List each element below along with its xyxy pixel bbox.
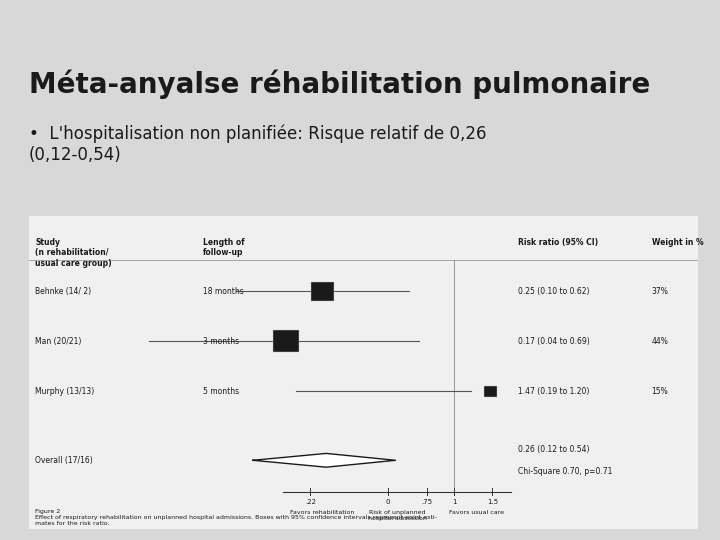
Text: 18 months: 18 months <box>203 287 243 296</box>
Text: 0.17 (0.04 to 0.69): 0.17 (0.04 to 0.69) <box>518 337 590 346</box>
Text: Man (20/21): Man (20/21) <box>35 337 82 346</box>
Bar <box>273 330 299 352</box>
Text: Overall (17/16): Overall (17/16) <box>35 456 94 465</box>
Text: 15%: 15% <box>652 387 668 396</box>
Bar <box>484 386 498 397</box>
Text: •  L'hospitalisation non planifiée: Risque relatif de 0,26
(0,12-0,54): • L'hospitalisation non planifiée: Risqu… <box>29 124 486 164</box>
Text: .75: .75 <box>421 500 432 505</box>
Text: Study
(n rehabilitation/
usual care group): Study (n rehabilitation/ usual care grou… <box>35 238 112 268</box>
Text: Length of
follow-up: Length of follow-up <box>203 238 245 258</box>
Text: 44%: 44% <box>652 337 668 346</box>
Text: Risk of unplanned
hospital admission: Risk of unplanned hospital admission <box>368 510 426 521</box>
Text: 37%: 37% <box>652 287 668 296</box>
Text: 3 months: 3 months <box>203 337 239 346</box>
Text: Figure 2
Effect of respiratory rehabilitation on unplanned hospital admissions. : Figure 2 Effect of respiratory rehabilit… <box>35 509 437 526</box>
Text: Behnke (14/ 2): Behnke (14/ 2) <box>35 287 91 296</box>
Polygon shape <box>253 454 395 467</box>
Text: .22: .22 <box>305 500 316 505</box>
Text: Weight in %: Weight in % <box>652 238 703 247</box>
Text: 0.25 (0.10 to 0.62): 0.25 (0.10 to 0.62) <box>518 287 589 296</box>
Text: Murphy (13/13): Murphy (13/13) <box>35 387 95 396</box>
Text: 1.47 (0.19 to 1.20): 1.47 (0.19 to 1.20) <box>518 387 589 396</box>
Text: Chi-Square 0.70, p=0.71: Chi-Square 0.70, p=0.71 <box>518 467 612 476</box>
Text: Favors usual care: Favors usual care <box>449 510 504 515</box>
Bar <box>312 282 333 301</box>
Text: 1.5: 1.5 <box>487 500 498 505</box>
Text: 0.26 (0.12 to 0.54): 0.26 (0.12 to 0.54) <box>518 445 589 454</box>
Text: 5 months: 5 months <box>203 387 239 396</box>
Text: Méta-anyalse réhabilitation pulmonaire: Méta-anyalse réhabilitation pulmonaire <box>29 70 650 99</box>
Text: Favors rehabilitation: Favors rehabilitation <box>290 510 354 515</box>
Text: 1: 1 <box>451 500 456 505</box>
Text: Risk ratio (95% CI): Risk ratio (95% CI) <box>518 238 598 247</box>
Text: 0: 0 <box>386 500 390 505</box>
